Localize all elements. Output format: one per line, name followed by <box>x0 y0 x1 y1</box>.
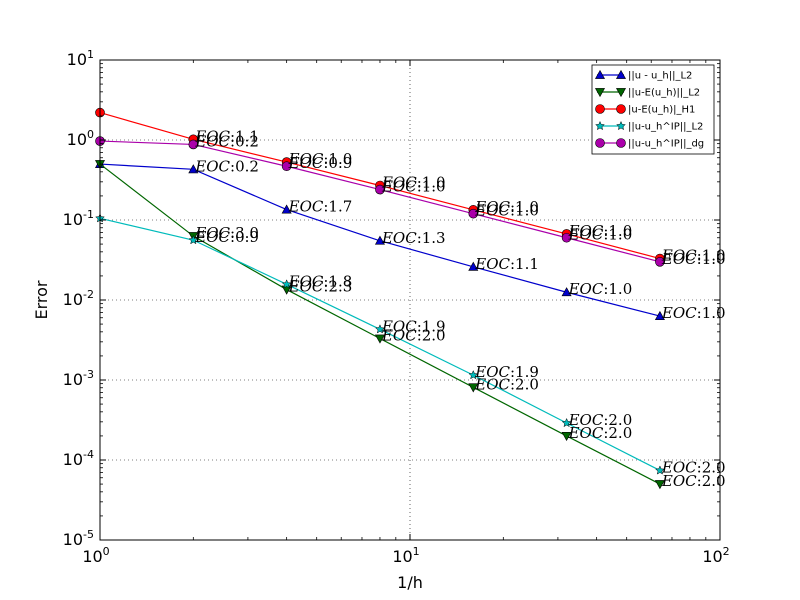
eoc-label: EOC:1.0 <box>474 202 539 220</box>
eoc-label: EOC:1.0 <box>474 198 539 216</box>
eoc-label: EOC:1.7 <box>288 198 353 216</box>
eoc-label: EOC:3.0 <box>194 224 259 242</box>
data-point-marker <box>281 279 292 289</box>
eoc-label: EOC:2.0 <box>568 424 633 442</box>
data-point-marker <box>654 310 665 320</box>
eoc-label: EOC:1.0 <box>568 222 633 240</box>
legend-marker <box>615 88 627 98</box>
x-tick-label: 100 <box>82 545 109 566</box>
legend-marker <box>595 104 605 114</box>
legend-label: ||u - u_h||_L2 <box>628 71 692 82</box>
data-point-marker <box>468 261 479 271</box>
eoc-label: EOC:1.0 <box>568 226 633 244</box>
legend-marker <box>594 88 606 98</box>
legend-marker <box>616 120 626 131</box>
eoc-label: EOC:0.9 <box>194 228 259 246</box>
data-point-marker <box>468 369 479 380</box>
eoc-label: EOC:2.0 <box>661 458 726 476</box>
eoc-label: EOC:2.0 <box>474 375 539 393</box>
legend-marker <box>595 138 605 148</box>
legend-marker <box>594 69 606 79</box>
data-point-marker <box>468 383 479 393</box>
data-point-marker <box>281 161 292 172</box>
legend-entry: ||u-u_h^IP||_L2 <box>595 120 703 133</box>
data-point-marker <box>281 204 292 214</box>
legend-label: ||u-u_h^IP||_dg <box>628 139 704 150</box>
data-point-marker <box>375 324 385 334</box>
data-point-marker <box>561 417 572 428</box>
y-tick-label: 10-2 <box>63 288 94 309</box>
axis-ticks: 100 101 102 101 100 10-1 10-2 10-3 10-4 10-5 <box>63 48 730 566</box>
legend-marker <box>615 69 627 79</box>
legend-entry: ||u-u_h^IP||_dg <box>595 138 704 150</box>
y-tick-label: 100 <box>67 128 94 149</box>
data-point-marker <box>655 465 665 475</box>
y-tick-label: 101 <box>67 48 94 69</box>
data-point-marker <box>375 184 385 195</box>
y-tick-label: 10-1 <box>63 208 94 229</box>
eoc-label: EOC:1.0 <box>661 250 726 268</box>
series-4 <box>95 213 665 475</box>
data-point-marker <box>188 234 199 245</box>
legend-label: ||u-E(u_h)||_L2 <box>628 88 700 99</box>
eoc-label: EOC:1.1 <box>474 255 539 273</box>
data-point-marker <box>561 287 572 297</box>
eoc-label: EOC:1.0 <box>661 304 726 322</box>
eoc-label: EOC:2.0 <box>568 411 633 429</box>
eoc-label: EOC:1.0 <box>381 173 446 191</box>
legend-label: ||u-u_h^IP||_L2 <box>628 122 703 133</box>
y-tick-label: 10-4 <box>63 448 94 469</box>
legend-entry: ||u - u_h||_L2 <box>594 69 692 82</box>
data-point-marker <box>468 208 479 219</box>
data-point-marker <box>374 334 385 344</box>
legend-marker <box>595 120 605 131</box>
legend-marker <box>616 104 626 114</box>
legend-marker <box>616 138 626 148</box>
eoc-label: EOC:0.9 <box>288 154 353 172</box>
y-tick-label: 10-3 <box>63 368 94 389</box>
eoc-label: EOC:1.8 <box>288 272 353 290</box>
data-point-marker <box>188 164 199 174</box>
legend: ||u - u_h||_L2 ||u-E(u_h)||_L2 |u-E(u_h)|_… <box>591 64 715 155</box>
x-axis-label: 1/h <box>397 573 423 592</box>
eoc-label: EOC:0.2 <box>194 157 259 175</box>
data-point-marker <box>374 235 385 245</box>
data-point-marker <box>188 139 199 150</box>
x-tick-label: 102 <box>702 545 729 566</box>
eoc-label: EOC:2.3 <box>288 278 353 296</box>
y-axis-label: Error <box>32 280 51 319</box>
eoc-label: EOC:1.0 <box>288 150 353 168</box>
legend-entry: |u-E(u_h)|_H1 <box>595 104 695 116</box>
eoc-label: EOC:1.3 <box>381 229 446 247</box>
eoc-label: EOC:1.9 <box>381 317 446 335</box>
data-point-marker <box>561 432 572 442</box>
eoc-label: EOC:1.1 <box>194 127 259 145</box>
eoc-label: EOC:1.0 <box>661 247 726 265</box>
eoc-label: EOC:1.0 <box>568 280 633 298</box>
eoc-label: EOC:1.0 <box>381 178 446 196</box>
eoc-label: EOC:2.0 <box>381 327 446 345</box>
eoc-label: EOC:0.2 <box>194 132 259 150</box>
eoc-label: EOC:1.9 <box>474 363 539 381</box>
data-point-marker <box>654 480 665 490</box>
legend-label: |u-E(u_h)|_H1 <box>628 105 695 116</box>
x-tick-label: 101 <box>392 545 419 566</box>
data-point-marker <box>561 232 572 243</box>
data-point-marker <box>655 257 665 267</box>
legend-entry: ||u-E(u_h)||_L2 <box>594 88 700 99</box>
eoc-label: EOC:2.0 <box>661 472 726 490</box>
eoc-annotations: EOC:0.2EOC:1.7EOC:1.3EOC:1.1EOC:1.0EOC:1… <box>194 127 725 490</box>
series-layer <box>94 107 665 490</box>
y-tick-label: 10-5 <box>63 528 94 549</box>
